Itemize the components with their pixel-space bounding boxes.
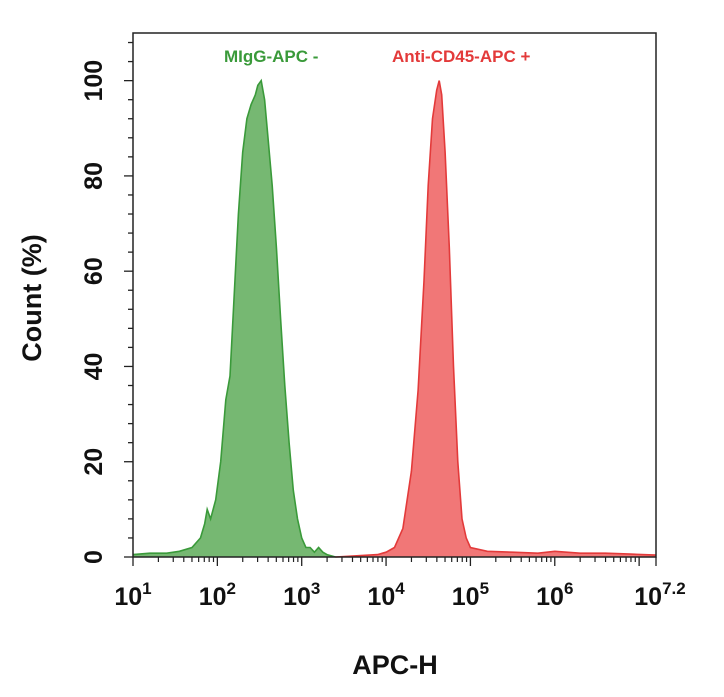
x-tick-label: 102 [199,579,236,611]
y-tick-label: 100 [80,60,108,102]
x-tick-label: 104 [367,579,405,611]
series-area-1 [335,80,656,557]
x-tick-label: 101 [114,579,151,611]
legend: MIgG-APC - Anti-CD45-APC + [224,47,530,66]
series-line-0 [132,78,336,558]
y-axis-title: Count (%) [17,234,47,361]
x-tick-label: 107.2 [634,579,685,611]
legend-entry-anti-cd45: Anti-CD45-APC + [392,47,530,66]
plot-area [132,78,657,558]
y-tick-label: 60 [80,257,108,285]
y-tick-label: 20 [80,448,108,476]
x-axis-title: APC-H [352,650,438,680]
series-line-1 [335,80,657,558]
x-tick-label: 103 [283,579,320,611]
x-tick-label: 106 [536,579,573,611]
series-area-0 [133,80,336,557]
legend-entry-migg: MIgG-APC - [224,47,318,66]
y-tick-label: 80 [80,162,108,190]
axes: 0 20 40 60 80 100 101 102 103 104 105 106 107.2 [80,32,686,611]
y-tick-label: 0 [80,550,108,564]
plot-frame [132,32,657,558]
y-tick-label: 40 [80,353,108,381]
x-tick-label: 105 [452,579,489,611]
